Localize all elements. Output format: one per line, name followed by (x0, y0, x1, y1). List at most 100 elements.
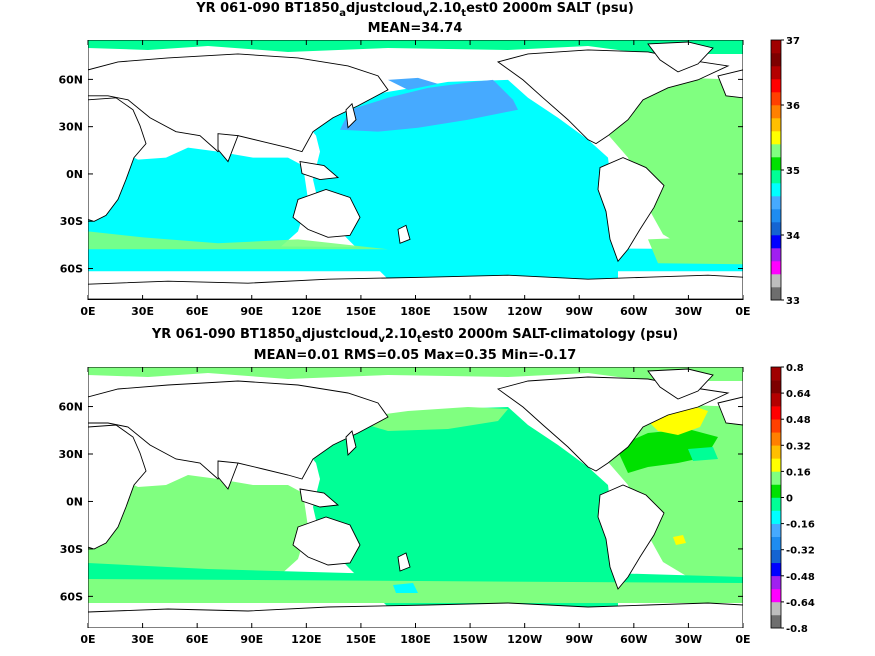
y-tick-label: 60N (58, 401, 83, 414)
anom-pacific-green (348, 407, 508, 431)
panel1-field (88, 40, 743, 300)
colorbar-segment (771, 562, 781, 577)
anom-europe-west (717, 396, 743, 426)
x-tick-label: 60W (620, 633, 647, 646)
anom-gulf-stream (616, 429, 718, 473)
colorbar-tick-label: 33 (786, 296, 800, 307)
north-america (496, 49, 730, 145)
north-pacific-fresh (340, 79, 518, 132)
panel1-colorbar: 33 34 35 36 37 (770, 36, 800, 307)
colorbar-segment (771, 144, 781, 158)
panel1-title-line2: MEAN=34.74 (368, 21, 463, 36)
colorbar-segment (771, 367, 781, 381)
india (217, 133, 239, 163)
x-tick-label: 180E (400, 305, 430, 318)
x-tick-label: 180E (400, 633, 430, 646)
panel2-field (88, 367, 743, 628)
colorbar-segment (771, 588, 781, 603)
colorbar-segment (771, 105, 781, 119)
colorbar-segment (771, 157, 781, 171)
south-america (597, 157, 665, 263)
colorbar-segment (771, 471, 781, 485)
x-tick-label: 0E (735, 305, 750, 318)
colorbar-tick-label: 36 (786, 101, 800, 112)
colorbar-tick-label: 0.8 (786, 363, 804, 374)
colorbar-tick-label: -0.8 (786, 624, 808, 635)
anom-japan (345, 430, 357, 456)
colorbar-segment (771, 222, 781, 236)
colorbar-segment (771, 118, 781, 132)
anom-new-zealand (397, 552, 411, 572)
panel-anomaly: YR 061-090 BT1850adjustcloudv2.10test0 2… (58, 327, 814, 646)
y-tick-label: 30N (58, 448, 83, 461)
x-tick-label: 30E (131, 305, 154, 318)
kuril-fresh (388, 77, 438, 90)
colorbar-segment (771, 419, 781, 433)
x-tick-label: 90E (240, 633, 263, 646)
colorbar-segment (771, 510, 781, 524)
colorbar-tick-label: 0.48 (786, 415, 811, 426)
x-tick-label: 90W (566, 633, 593, 646)
colorbar-segment (771, 575, 781, 590)
anom-south-america (597, 484, 665, 590)
colorbar-segment (771, 235, 781, 249)
colorbar-segment (771, 406, 781, 420)
anom-pacific (303, 407, 618, 607)
colorbar-segment (771, 183, 781, 197)
indonesia (299, 161, 340, 180)
y-tick-label: 0N (66, 168, 83, 181)
anom-labrador (688, 447, 718, 461)
colorbar-segment (771, 549, 781, 564)
anom-indonesia (299, 488, 340, 508)
anom-india (217, 460, 239, 490)
colorbar-tick-label: 35 (786, 166, 800, 177)
colorbar-tick-label: -0.48 (786, 572, 815, 583)
y-tick-label: 30S (60, 215, 83, 228)
colorbar-segment (771, 432, 781, 446)
colorbar-segment (771, 274, 781, 288)
panel-salinity: YR 061-090 BT1850adjustcloudv2.10test0 2… (58, 1, 799, 318)
colorbar-segment (771, 131, 781, 145)
panel2-title-line2: MEAN=0.01 RMS=0.05 Max=0.35 Min=-0.17 (254, 348, 577, 363)
colorbar-segment (771, 209, 781, 223)
panel1-title-line1: YR 061-090 BT1850adjustcloudv2.10test0 2… (195, 1, 634, 19)
anom-south-atlantic-yellow (673, 535, 686, 545)
colorbar-segment (771, 458, 781, 472)
x-tick-label: 120E (291, 633, 321, 646)
panel2-colorbar: 0.8 0.64 0.48 0.32 0.16 0 -0.16 -0.32 -0.48 -0.64… (770, 363, 815, 635)
x-tick-label: 120W (507, 305, 542, 318)
colorbar-segment (771, 601, 781, 616)
x-tick-label: 90W (566, 305, 593, 318)
colorbar-segment (771, 523, 781, 537)
colorbar-segment (771, 484, 781, 498)
y-tick-label: 30S (60, 543, 83, 556)
colorbar-tick-label: -0.16 (786, 520, 815, 531)
panel1-x-ticks: 0E 30E 60E 90E 120E 150E 180E 150W 120W 90W 60W 30W… (80, 40, 751, 318)
colorbar-segment (771, 287, 781, 301)
colorbar-segment (771, 445, 781, 459)
panel1-y-ticks: 60N 30N 0N 30S 60S (58, 73, 743, 275)
x-tick-label: 120E (291, 305, 321, 318)
colorbar-segment (771, 614, 781, 629)
y-tick-label: 60S (60, 590, 83, 603)
japan (345, 102, 357, 129)
x-tick-label: 0E (735, 633, 750, 646)
colorbar-segment (771, 170, 781, 184)
australia (292, 189, 361, 238)
colorbar-tick-label: 37 (786, 36, 800, 47)
y-tick-label: 60S (60, 262, 83, 275)
x-tick-label: 60W (620, 305, 647, 318)
anom-drake-blue (393, 583, 418, 593)
x-tick-label: 120W (507, 633, 542, 646)
colorbar-tick-label: 0 (786, 494, 793, 505)
colorbar-segment (771, 536, 781, 550)
colorbar-segment (771, 196, 781, 210)
x-tick-label: 60E (186, 305, 209, 318)
y-tick-label: 60N (58, 73, 83, 86)
colorbar-segment (771, 261, 781, 275)
x-tick-label: 150W (453, 305, 488, 318)
colorbar-tick-label: 0.64 (786, 389, 811, 400)
x-tick-label: 60E (186, 633, 209, 646)
y-tick-label: 0N (66, 495, 83, 508)
x-tick-label: 150E (346, 633, 376, 646)
